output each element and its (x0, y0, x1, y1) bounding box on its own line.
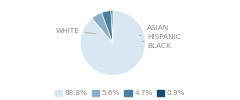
Text: BLACK: BLACK (141, 43, 171, 49)
Wedge shape (111, 10, 113, 43)
Wedge shape (92, 12, 113, 43)
Wedge shape (80, 10, 145, 76)
Text: HISPANIC: HISPANIC (142, 34, 181, 41)
Wedge shape (102, 11, 113, 43)
Legend: 88.8%, 5.6%, 4.7%, 0.9%: 88.8%, 5.6%, 4.7%, 0.9% (55, 90, 185, 96)
Text: WHITE: WHITE (56, 28, 96, 34)
Text: ASIAN: ASIAN (139, 25, 169, 36)
